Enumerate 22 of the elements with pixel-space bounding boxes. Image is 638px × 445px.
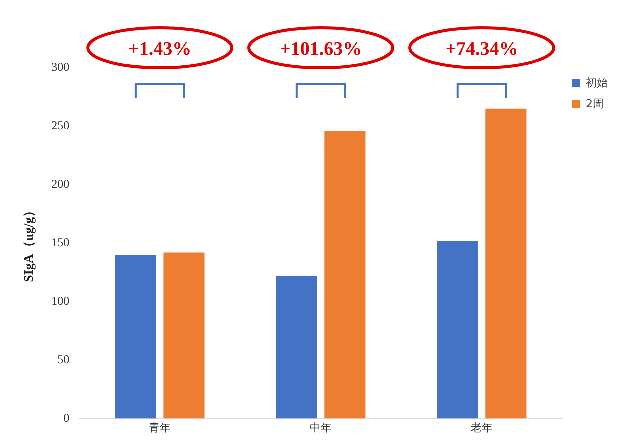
y-tick-label: 0: [64, 410, 70, 425]
y-tick-label: 250: [52, 118, 70, 133]
bar: [437, 241, 478, 419]
bar: [164, 252, 205, 419]
bar: [486, 108, 527, 419]
legend-label: 初始: [586, 76, 608, 90]
x-tick-label: 青年: [149, 421, 172, 434]
bar: [115, 255, 156, 419]
bar: [276, 276, 318, 419]
y-tick-label: 50: [58, 352, 70, 366]
y-tick-label: 300: [52, 60, 70, 74]
x-tick-label: 老年: [471, 421, 494, 434]
y-axis-title: SIgA（ug/g）: [21, 204, 36, 282]
bar: [324, 131, 366, 419]
y-tick-label: 150: [52, 236, 70, 250]
x-tick-label: 中年: [310, 421, 332, 434]
legend-label: 2周: [586, 97, 604, 110]
y-tick-label: 200: [52, 177, 70, 192]
y-tick-label: 100: [52, 294, 70, 308]
text: +74.34%: [446, 39, 518, 60]
text: +101.63%: [280, 39, 362, 60]
text: +1.43%: [128, 39, 192, 60]
